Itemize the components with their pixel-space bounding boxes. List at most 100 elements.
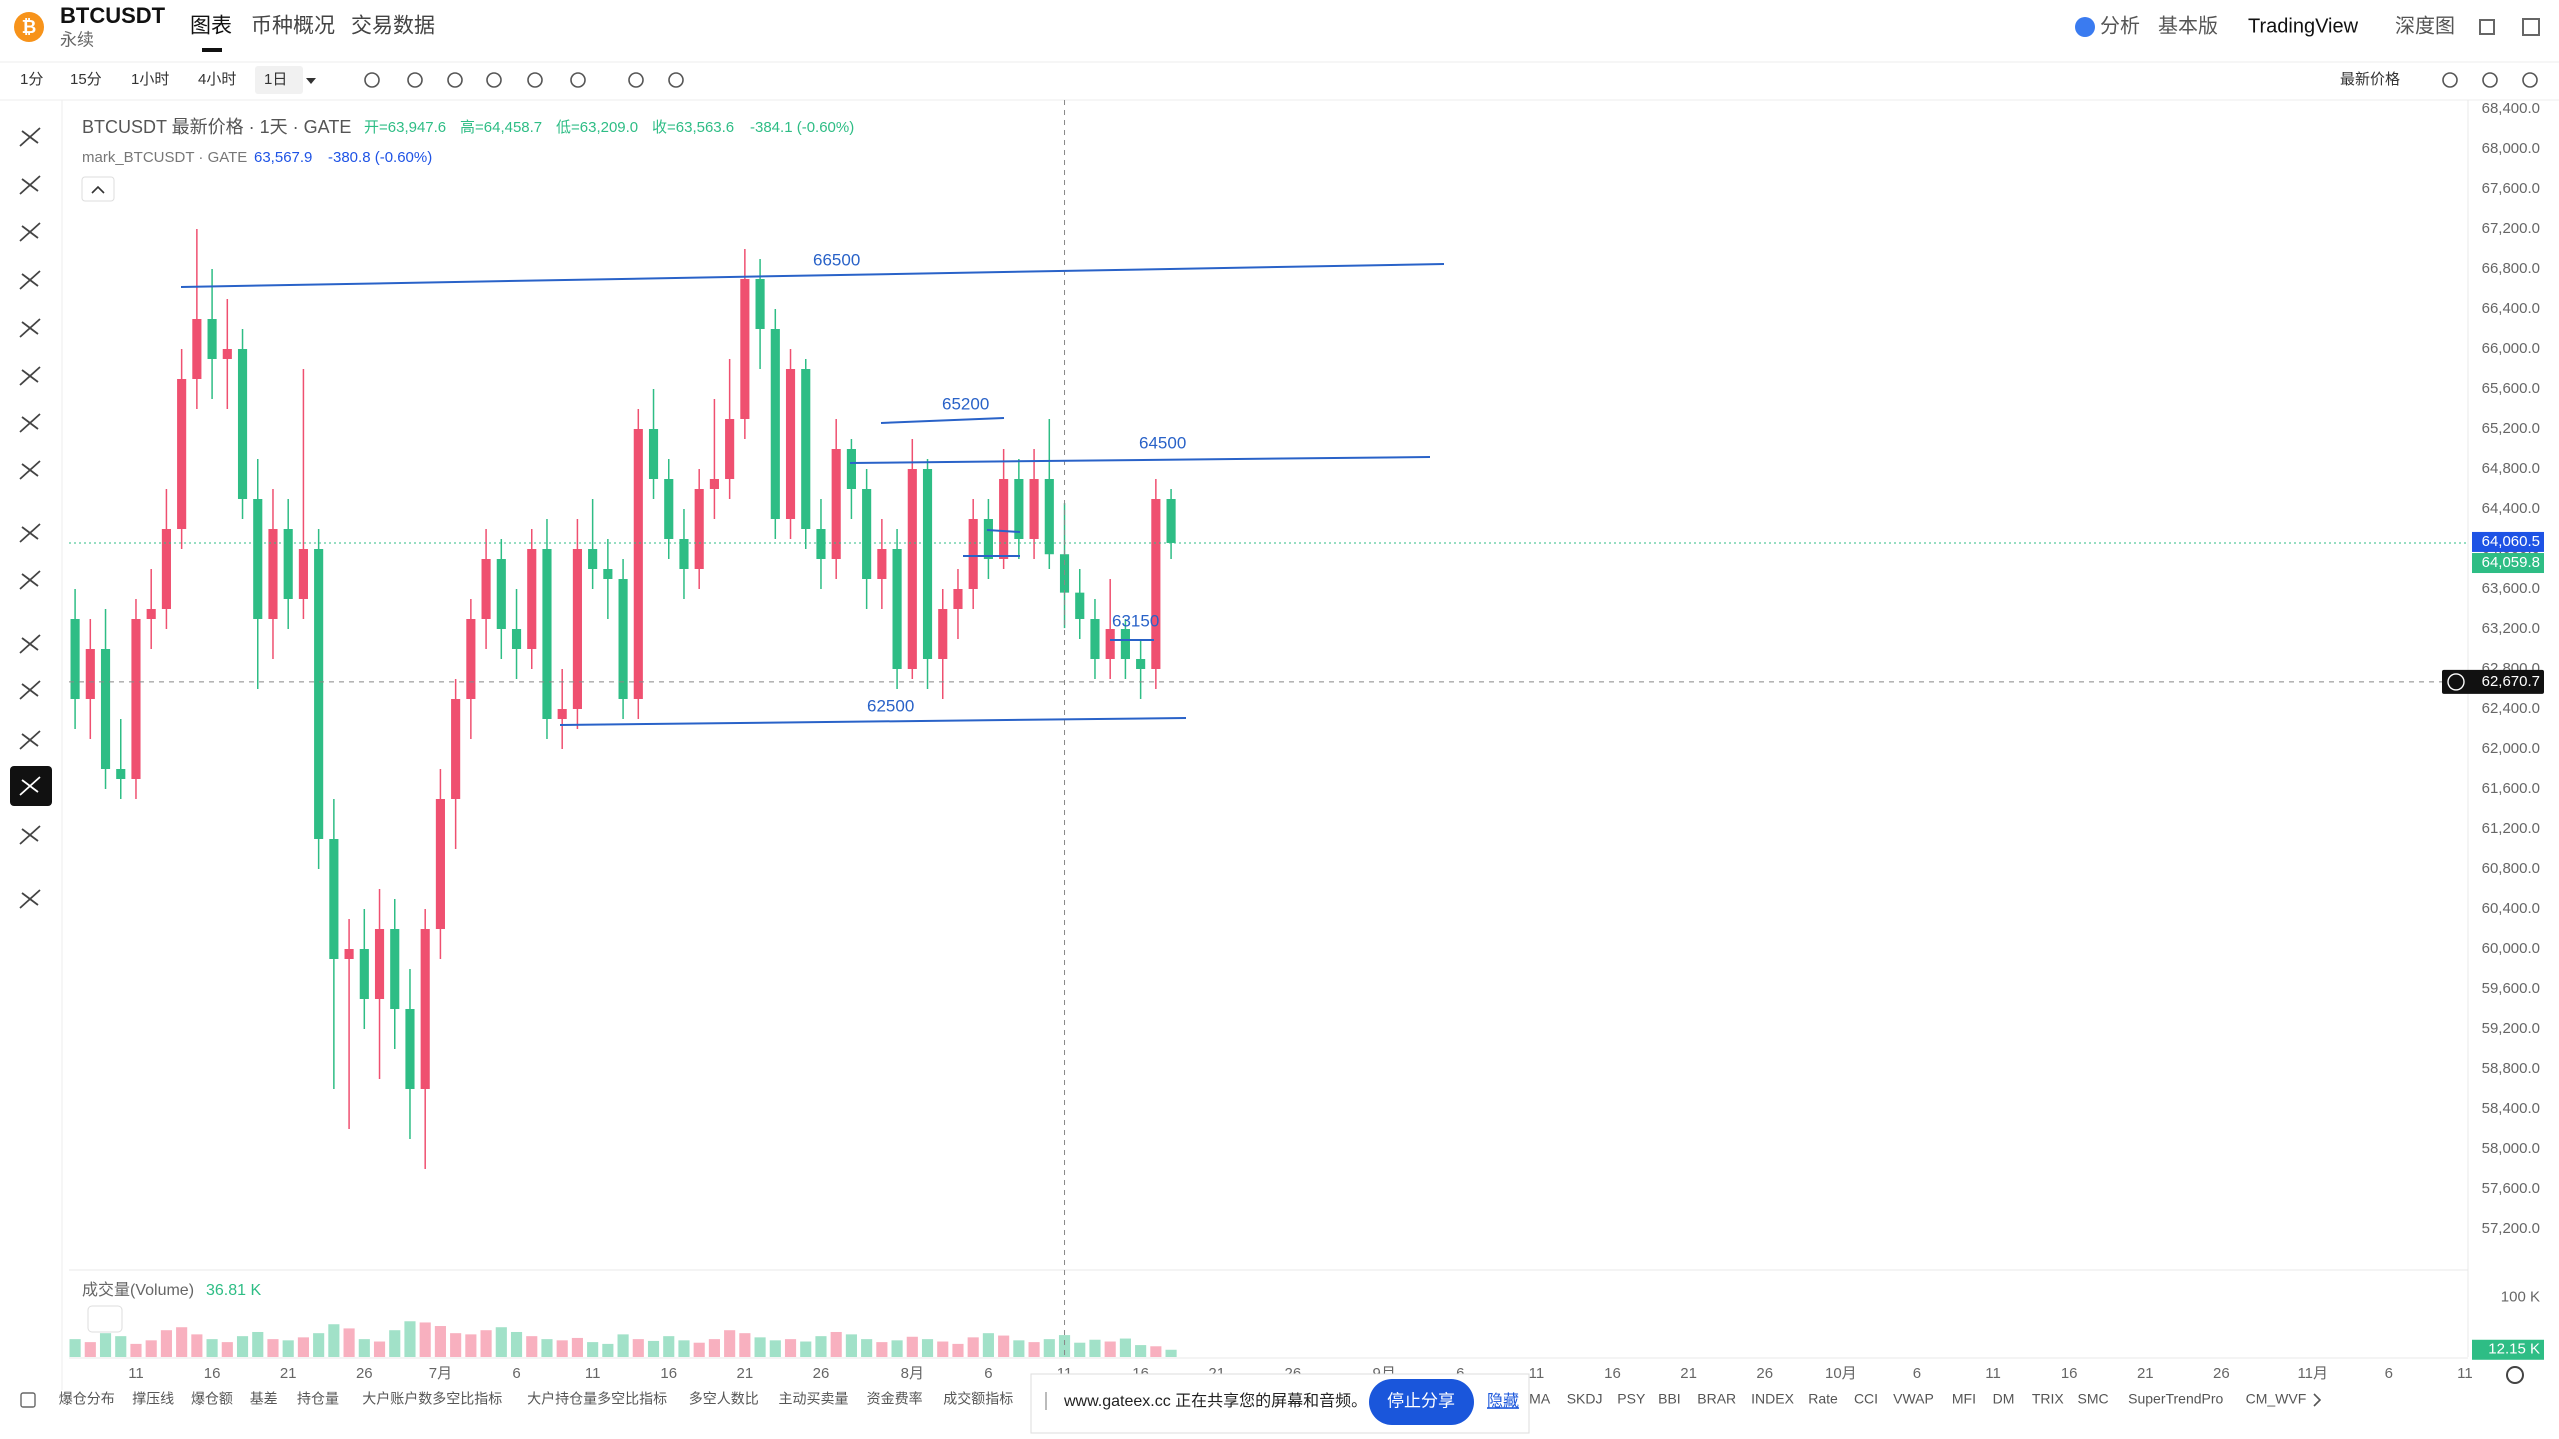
interval[interactable]: 1日 <box>264 71 287 88</box>
drawing-tool[interactable] <box>19 366 41 386</box>
trend-line[interactable] <box>849 456 1431 464</box>
indicator-tab[interactable]: 大户账户数多空比指标 <box>362 1391 502 1407</box>
indicator-tab[interactable]: 成交额指标 <box>943 1391 1013 1407</box>
trend-line[interactable] <box>880 417 1005 424</box>
toolbar-icon[interactable] <box>2522 72 2538 88</box>
settings-icon[interactable] <box>2506 1366 2524 1384</box>
indicator-tab[interactable]: 资金费率 <box>867 1391 923 1407</box>
trend-line[interactable] <box>559 717 1187 726</box>
indicator-tab[interactable]: CCI <box>1854 1391 1878 1407</box>
drawing-tool[interactable] <box>19 318 41 338</box>
candle-body <box>527 549 537 649</box>
toolbar-icon[interactable] <box>2442 72 2458 88</box>
toolbar-icon[interactable] <box>364 72 380 88</box>
header-link[interactable]: 分析 <box>2100 14 2140 37</box>
toolbar-icon[interactable] <box>486 72 502 88</box>
crosshair-label: 62,670.7 <box>2482 673 2540 690</box>
indicator-tab[interactable]: 持仓量 <box>297 1391 339 1407</box>
indicator-tab[interactable]: 主动买卖量 <box>778 1391 848 1407</box>
price-mode[interactable]: 最新价格 <box>2340 71 2400 88</box>
candle-body <box>344 949 354 959</box>
drawing-tool[interactable] <box>19 776 41 796</box>
indicator-tab[interactable]: 爆仓额 <box>191 1391 233 1407</box>
toolbar-icon[interactable] <box>628 72 644 88</box>
y-tick-label: 58,000.0 <box>2482 1140 2540 1157</box>
crosshair-plus[interactable] <box>2447 673 2465 691</box>
drawing-tool[interactable] <box>19 523 41 543</box>
toolbar-icon[interactable] <box>570 72 586 88</box>
hide-link[interactable]: 隐藏 <box>1487 1392 1519 1410</box>
y-tick-label: 58,400.0 <box>2482 1100 2540 1117</box>
drawing-tool[interactable] <box>19 270 41 290</box>
trend-line[interactable] <box>180 263 1445 288</box>
drawing-tool[interactable] <box>19 889 41 909</box>
candle-body <box>603 569 613 579</box>
indicator-tab[interactable]: TRIX <box>2032 1391 2065 1407</box>
volume-bar <box>221 1342 233 1357</box>
more-arrow[interactable] <box>2313 1393 2322 1407</box>
indicator-tab[interactable]: BRAR <box>1697 1391 1736 1407</box>
indicator-tab[interactable]: MA <box>1529 1391 1551 1407</box>
candle-body <box>451 699 461 799</box>
interval[interactable]: 4小时 <box>198 71 236 88</box>
drawing-tool[interactable] <box>19 825 41 845</box>
indicator-tab[interactable]: SMC <box>2078 1391 2109 1407</box>
candle-body <box>298 549 308 599</box>
candle-body <box>207 319 217 359</box>
stop-share-label[interactable]: 停止分享 <box>1387 1391 1455 1410</box>
collapse-button[interactable] <box>81 176 115 202</box>
window-icon[interactable] <box>2522 18 2540 36</box>
indicator-tab[interactable]: INDEX <box>1751 1391 1794 1407</box>
x-tick-label: 21 <box>1680 1365 1697 1382</box>
x-tick-label: 11 <box>585 1365 601 1382</box>
indicator-tab[interactable]: 大户持仓量多空比指标 <box>527 1391 667 1407</box>
volume-bar <box>830 1331 842 1357</box>
indicator-tab[interactable]: VWAP <box>1893 1391 1934 1407</box>
interval[interactable]: 1分 <box>20 71 43 88</box>
nav-tab[interactable]: 交易数据 <box>351 15 435 38</box>
volume-bar <box>389 1330 401 1357</box>
indicator-tab[interactable]: 基差 <box>250 1391 278 1407</box>
drawing-tool[interactable] <box>19 460 41 480</box>
interval[interactable]: 15分 <box>70 71 102 88</box>
fullscreen-icon[interactable] <box>2479 19 2495 35</box>
stop-share-button[interactable] <box>1369 1379 1474 1425</box>
drawing-tool[interactable] <box>19 570 41 590</box>
indicator-tab[interactable]: CM_WVF <box>2246 1391 2307 1407</box>
drawing-tool[interactable] <box>19 680 41 700</box>
indicator-tab[interactable]: 爆仓分布 <box>59 1391 115 1407</box>
header-link[interactable]: 深度图 <box>2395 14 2455 37</box>
volume-bar <box>1150 1346 1162 1357</box>
toolbar-icon[interactable] <box>668 72 684 88</box>
indicator-tab[interactable]: DM <box>1993 1391 2015 1407</box>
drawing-tool[interactable] <box>19 413 41 433</box>
volume-bar <box>998 1335 1010 1357</box>
drawing-tool[interactable] <box>19 127 41 147</box>
indicator-tab[interactable]: 撑压线 <box>132 1391 174 1407</box>
volume-tick-label: 100 K <box>2501 1288 2540 1305</box>
toolbar-icon[interactable] <box>2482 72 2498 88</box>
toolbar-icon[interactable] <box>447 72 463 88</box>
calendar-icon[interactable] <box>20 1392 36 1408</box>
header-link[interactable]: TradingView <box>2248 15 2359 37</box>
header-link[interactable]: 基本版 <box>2158 14 2218 37</box>
toolbar-icon[interactable] <box>407 72 423 88</box>
drawing-tool[interactable] <box>19 730 41 750</box>
drawing-tool[interactable] <box>19 175 41 195</box>
drawing-tool[interactable] <box>19 222 41 242</box>
nav-tab[interactable]: 币种概况 <box>251 15 335 38</box>
volume-bar <box>861 1339 873 1357</box>
toolbar-icon[interactable] <box>527 72 543 88</box>
indicator-tab[interactable]: BBI <box>1658 1391 1681 1407</box>
symbol[interactable]: BTCUSDT <box>60 3 166 28</box>
drawing-tool[interactable] <box>19 634 41 654</box>
indicator-tab[interactable]: Rate <box>1808 1391 1838 1407</box>
indicator-tab[interactable]: SKDJ <box>1567 1391 1603 1407</box>
trend-line[interactable] <box>986 529 1021 533</box>
indicator-tab[interactable]: PSY <box>1617 1391 1646 1407</box>
indicator-tab[interactable]: 多空人数比 <box>689 1391 759 1407</box>
interval[interactable]: 1小时 <box>131 71 169 88</box>
indicator-tab[interactable]: SuperTrendPro <box>2128 1391 2223 1407</box>
indicator-tab[interactable]: MFI <box>1952 1391 1976 1407</box>
nav-tab[interactable]: 图表 <box>190 15 232 38</box>
